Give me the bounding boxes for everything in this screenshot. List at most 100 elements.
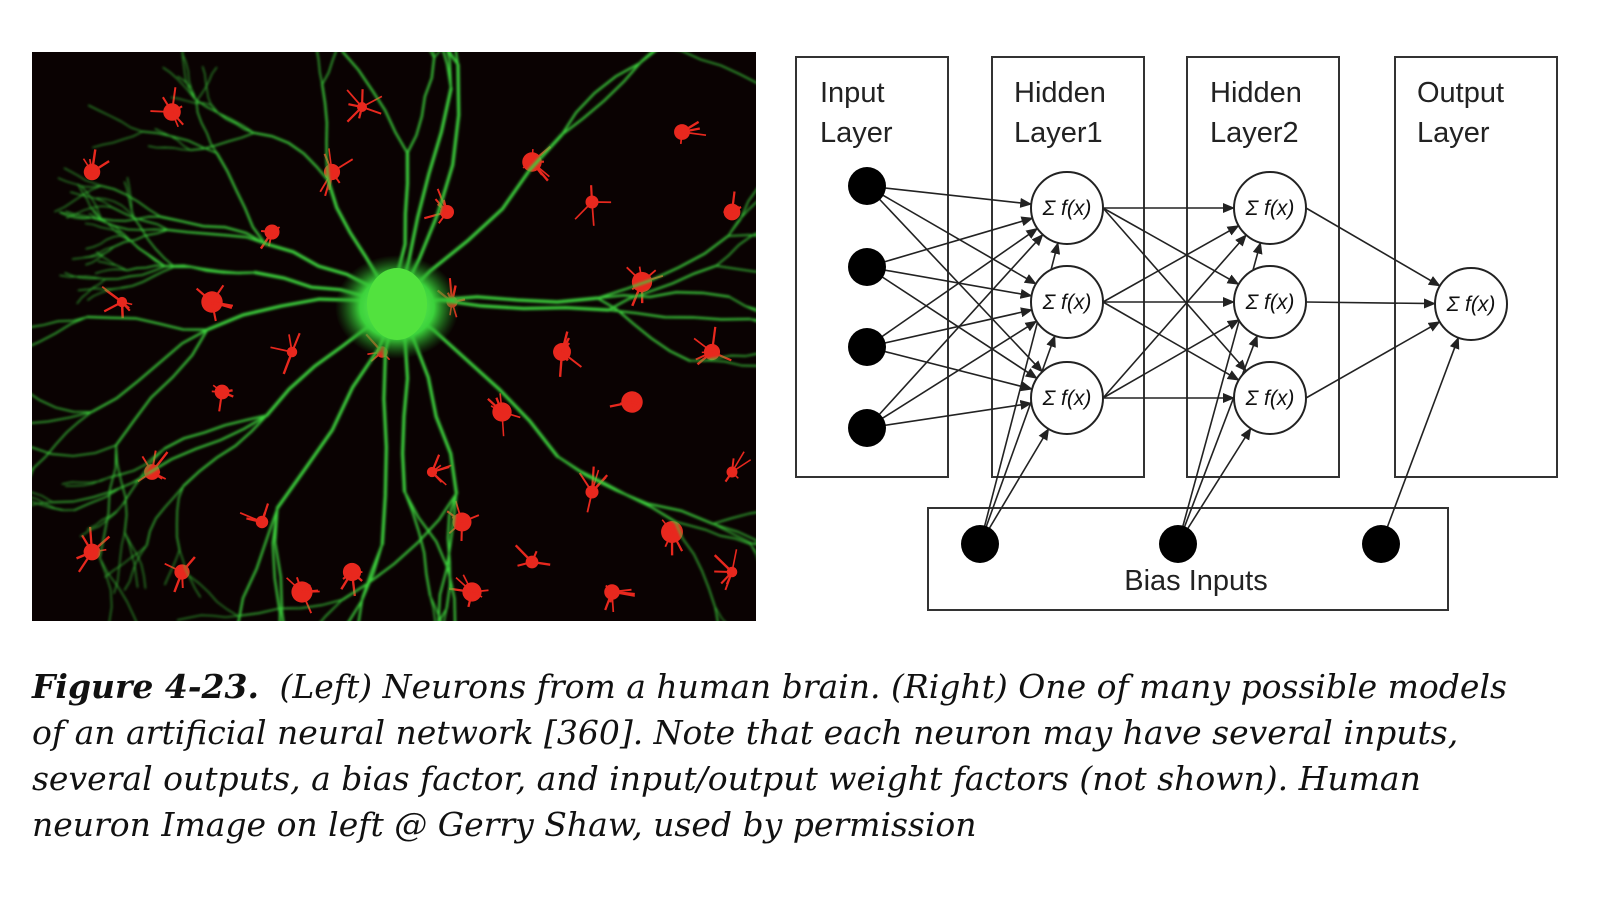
glia-cell [270, 332, 301, 375]
dendrite [715, 265, 756, 273]
dendrite [210, 104, 255, 134]
dendrite [727, 189, 756, 237]
dendrite [32, 492, 54, 503]
connection-hidden2-to-output [1305, 321, 1441, 399]
hidden-layer2-node [1233, 171, 1307, 245]
neuron-node-label: Σ f(x) [1245, 197, 1295, 220]
hidden-layer2-node [1233, 265, 1307, 339]
connection-hidden1-to-hidden2 [1102, 207, 1247, 372]
dendrite [76, 278, 106, 304]
dendrite [166, 228, 267, 245]
dendrite [81, 186, 103, 222]
dendrite [97, 260, 128, 271]
connection-bias-to-hidden1 [979, 428, 1050, 545]
dendrite [237, 599, 344, 617]
dendrite [357, 542, 384, 621]
dendrite [321, 52, 337, 86]
dendrite [85, 246, 115, 266]
input-node [848, 167, 886, 205]
dendrite [182, 52, 195, 99]
dendrite [32, 316, 89, 328]
dendrite [446, 52, 453, 90]
connection-input-to-hidden1 [866, 266, 1038, 379]
dendrite [674, 521, 716, 607]
connection-bias-to-hidden2 [1177, 427, 1252, 545]
caption-line-2: of an artificial neural network [360]. N… [32, 713, 1459, 752]
dendrite [715, 232, 756, 267]
dendrite [113, 531, 126, 594]
caption-line-3: several outputs, a bias factor, and inpu… [32, 759, 1421, 798]
connection-input-to-hidden1 [866, 233, 1044, 429]
dendrite [443, 607, 448, 621]
dendrite [607, 308, 751, 321]
glia-cell [604, 584, 635, 613]
glia-cell [487, 393, 521, 437]
dendrite [341, 52, 409, 155]
connection-bias-to-hidden2 [1177, 334, 1258, 545]
dendrite [154, 128, 192, 151]
neuron-node-label: Σ f(x) [1245, 387, 1295, 410]
dendrite [66, 205, 113, 219]
neuron-node-label: Σ f(x) [1446, 293, 1496, 316]
network-connections [866, 185, 1460, 545]
connection-input-to-hidden1 [866, 320, 1038, 429]
dendrite [403, 490, 432, 597]
input-node [848, 328, 886, 366]
dendrite [104, 544, 148, 578]
glia-cell [195, 284, 234, 322]
connection-input-to-hidden1 [866, 185, 1037, 285]
bias-node [1362, 525, 1400, 563]
dendrite [714, 605, 718, 621]
dendrite [321, 83, 330, 182]
dendrite [115, 328, 209, 447]
dendrite [100, 185, 162, 218]
caption-line-4: neuron Image on left @ Gerry Shaw, used … [32, 805, 977, 844]
dendrite [674, 521, 752, 545]
connection-input-to-hidden1 [866, 227, 1039, 348]
dendrite [65, 476, 110, 487]
input-layer-label-line1: Input [820, 77, 885, 109]
dendrite [189, 132, 255, 151]
dendrite [61, 476, 110, 485]
dendrite [164, 264, 257, 274]
figure-caption: Figure 4-23. (Left) Neurons from a human… [32, 664, 1572, 848]
dendrite [54, 185, 102, 213]
connection-hidden1-to-hidden2 [1102, 225, 1240, 303]
dendrite [87, 503, 124, 530]
glia-cell [724, 451, 752, 483]
connection-hidden2-to-output [1305, 298, 1436, 309]
glia-cell [553, 331, 583, 377]
glia-cell [150, 87, 184, 128]
dendrite [88, 104, 143, 133]
dendrite [712, 511, 756, 525]
dendrite [33, 411, 93, 469]
hidden-layer1-node [1030, 361, 1104, 435]
dendrite [728, 295, 756, 310]
dendrite [159, 215, 267, 245]
input-layer-label-line2: Layer [820, 117, 893, 149]
glia-cell [101, 286, 133, 319]
hidden-layer1-label-line1: Hidden [1014, 77, 1106, 109]
neuron-soma [367, 268, 427, 340]
dendrite [113, 229, 169, 248]
neural-network-diagram: Input Layer Hidden Layer1 Hidden Layer2 … [795, 56, 1558, 611]
connection-input-to-hidden1 [866, 346, 1034, 392]
dendrite [148, 414, 268, 474]
dendrite [714, 605, 725, 621]
output-layer-label-line1: Output [1417, 77, 1504, 109]
dendrite [403, 490, 457, 621]
hidden-layer2-label-line1: Hidden [1210, 77, 1302, 109]
dendrite [71, 246, 115, 260]
figure-number: Figure 4-23. [32, 667, 259, 706]
hidden-layer2-label-line2: Layer2 [1210, 117, 1299, 149]
dendrite [59, 274, 106, 280]
dendrite [749, 543, 756, 553]
dendrite [202, 66, 212, 106]
glia-cell [211, 384, 234, 412]
glia-cell [82, 149, 110, 181]
dendrite [124, 531, 139, 588]
dendrite [442, 52, 453, 90]
dendrite [164, 549, 180, 586]
dendrite [406, 56, 436, 155]
dendrite [429, 594, 442, 621]
